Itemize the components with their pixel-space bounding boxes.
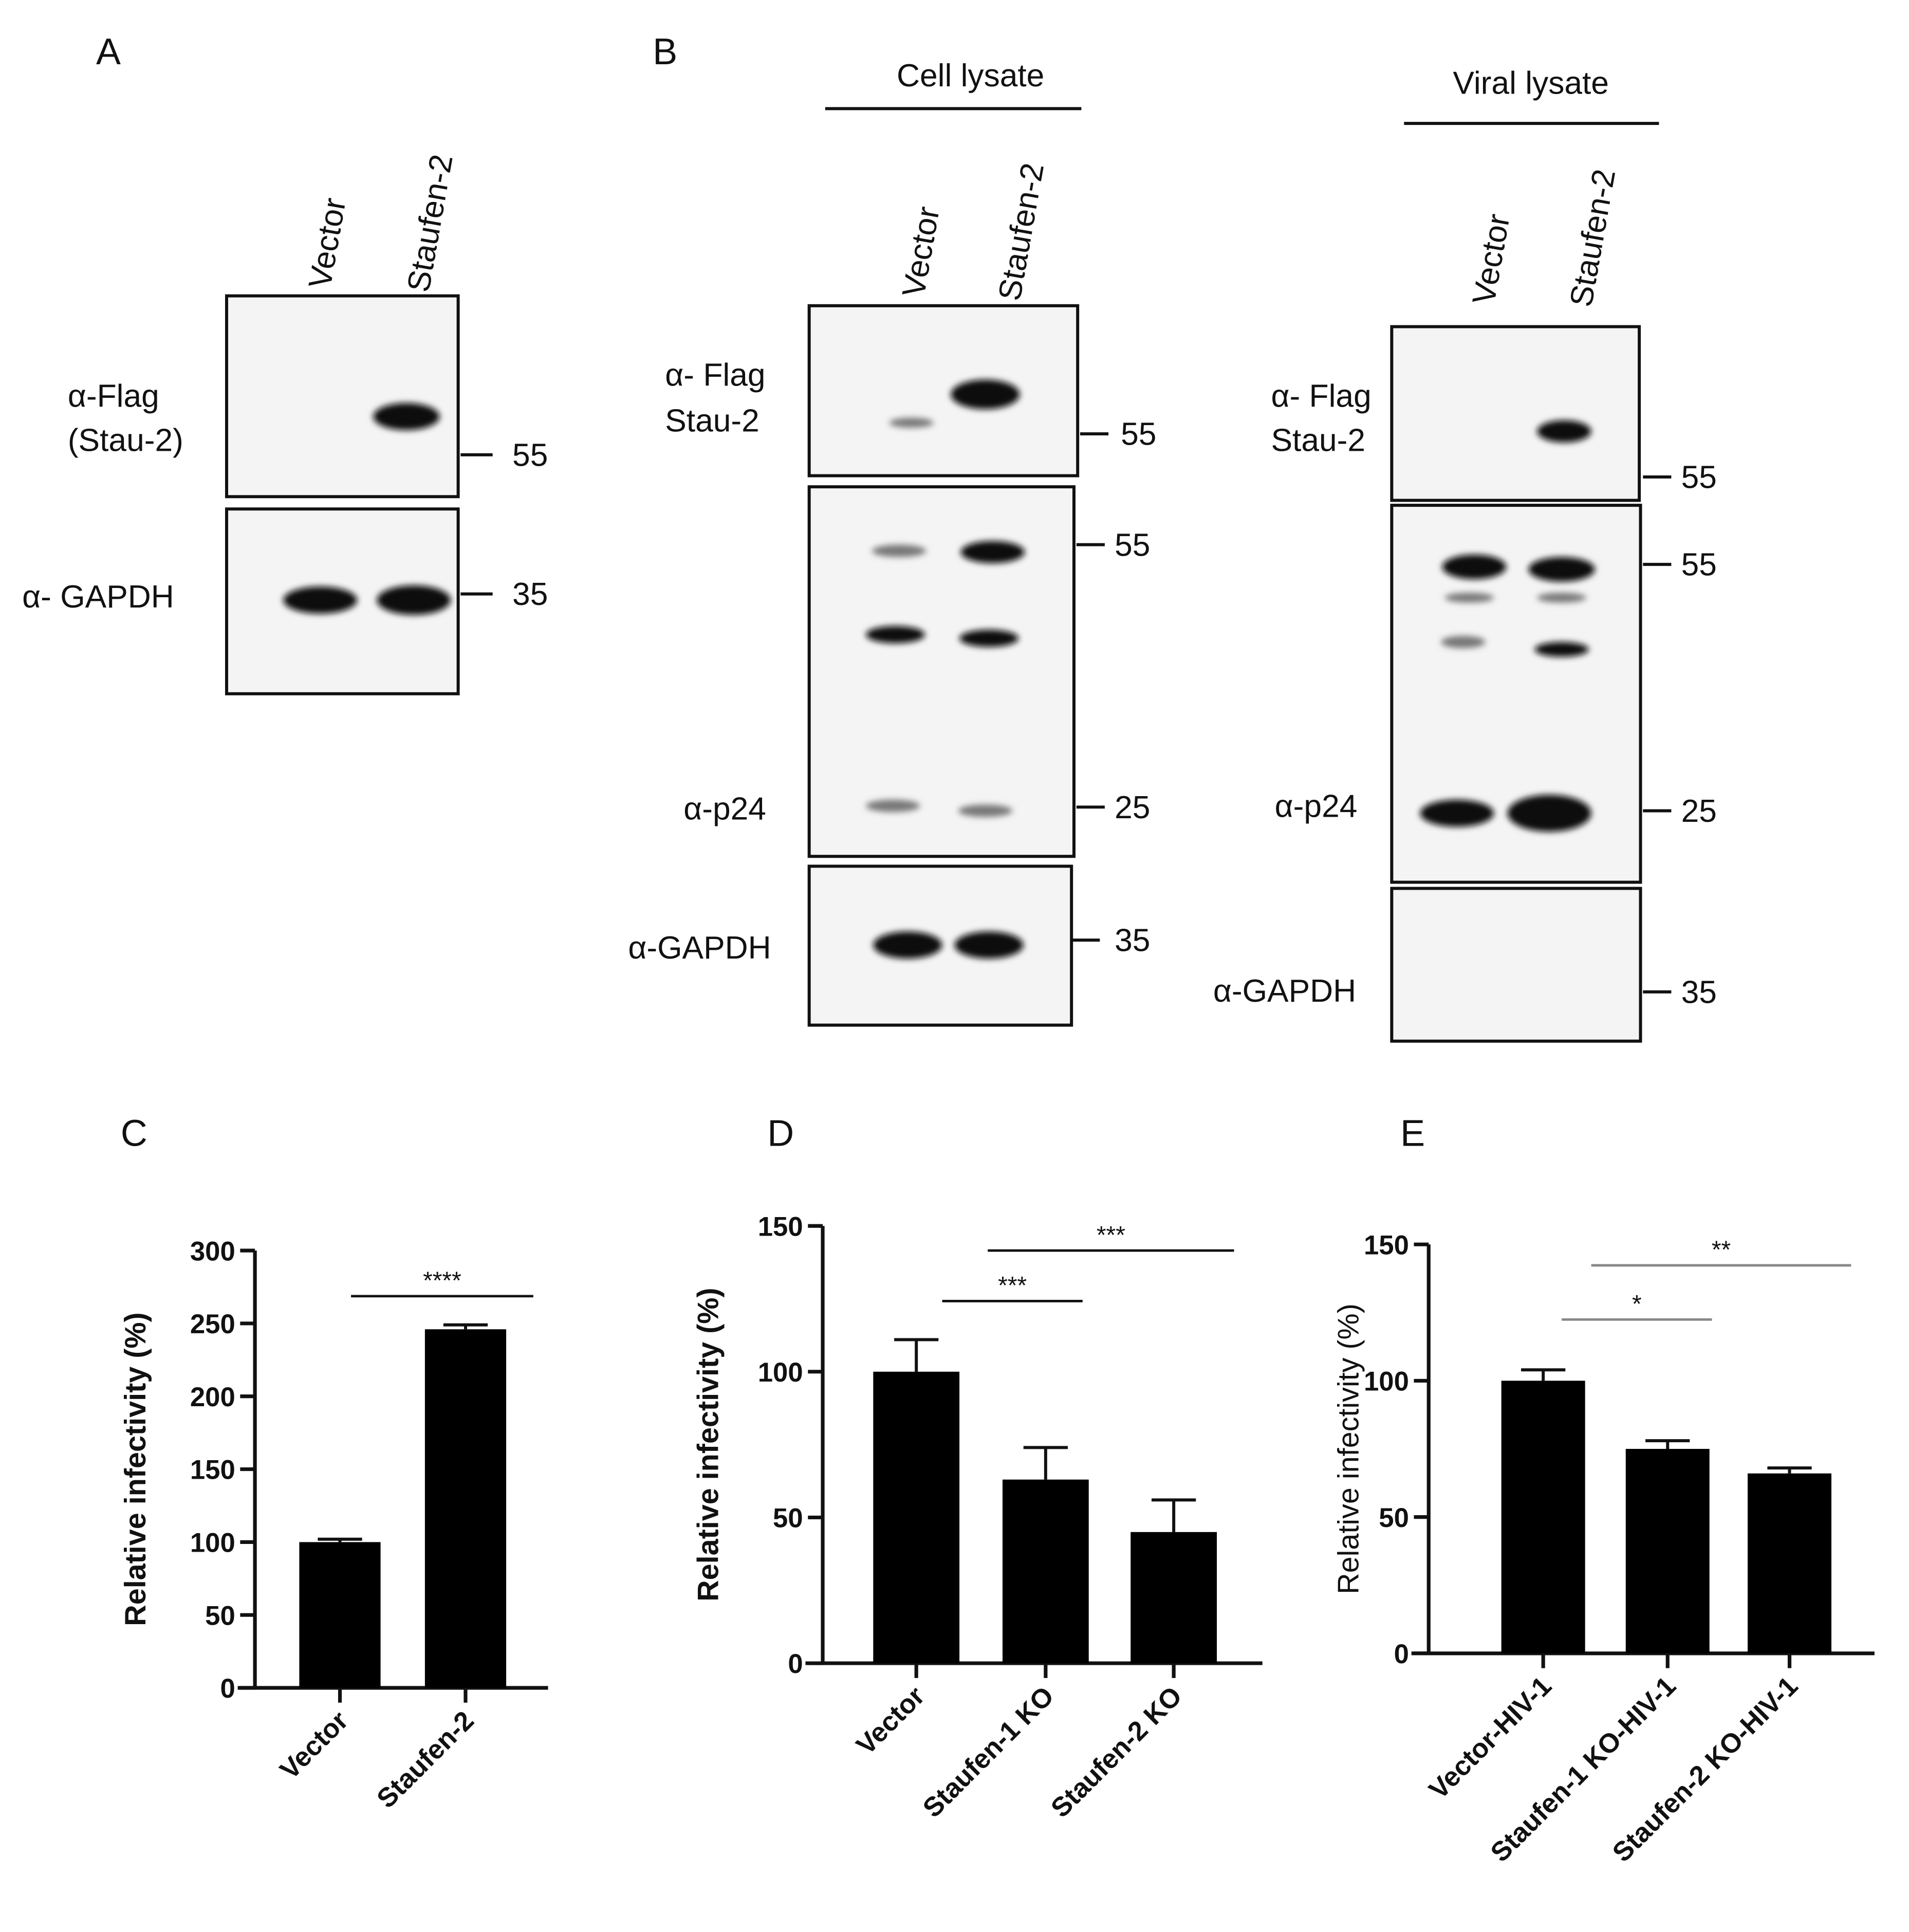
panel-label: C bbox=[121, 1113, 147, 1154]
significance-label: ** bbox=[1712, 1237, 1731, 1264]
band bbox=[377, 585, 451, 615]
y-axis-label: Relative infectivity (%) bbox=[1332, 1303, 1365, 1594]
y-tick-label: 50 bbox=[1379, 1503, 1409, 1533]
band bbox=[373, 403, 440, 430]
significance-label: **** bbox=[423, 1267, 461, 1294]
blot bbox=[807, 485, 1076, 858]
bar bbox=[1625, 1449, 1710, 1653]
antibody-label: α-Flag bbox=[68, 378, 159, 414]
y-tick-label: 0 bbox=[1394, 1639, 1409, 1669]
band bbox=[1507, 795, 1591, 832]
antibody-label: α-p24 bbox=[1275, 788, 1358, 824]
antibody-label: α-p24 bbox=[683, 791, 766, 826]
blot bbox=[1390, 887, 1642, 1043]
marker-label: 35 bbox=[512, 577, 548, 612]
bar bbox=[1748, 1473, 1832, 1653]
antibody-label: α-GAPDH bbox=[628, 930, 771, 966]
y-tick-label: 50 bbox=[205, 1600, 235, 1631]
significance-label: *** bbox=[998, 1272, 1027, 1299]
bar bbox=[299, 1542, 381, 1688]
y-tick-label: 150 bbox=[1364, 1230, 1409, 1260]
band bbox=[951, 379, 1020, 410]
panel-label: D bbox=[767, 1113, 794, 1154]
band bbox=[1528, 557, 1595, 582]
y-tick-label: 0 bbox=[788, 1649, 803, 1679]
y-tick-label: 100 bbox=[190, 1528, 235, 1558]
marker-label: 25 bbox=[1115, 790, 1150, 825]
marker-label: 35 bbox=[1681, 974, 1717, 1010]
band bbox=[960, 541, 1025, 563]
bar bbox=[1501, 1381, 1585, 1653]
marker-label: 55 bbox=[1121, 417, 1156, 452]
bar bbox=[873, 1371, 960, 1664]
antibody-label: α- Flag bbox=[1271, 378, 1371, 414]
marker-label: 55 bbox=[1681, 547, 1717, 583]
y-tick-label: 0 bbox=[220, 1673, 235, 1704]
y-tick-label: 300 bbox=[190, 1236, 235, 1266]
band bbox=[1537, 593, 1587, 603]
antibody-label: Stau-2 bbox=[665, 403, 759, 438]
band bbox=[1444, 593, 1494, 603]
band bbox=[1534, 642, 1589, 657]
significance-label: *** bbox=[1097, 1222, 1125, 1249]
panel-label: A bbox=[96, 31, 121, 72]
antibody-label: α- Flag bbox=[665, 358, 765, 393]
marker-label: 55 bbox=[512, 437, 548, 473]
y-tick-label: 100 bbox=[758, 1357, 803, 1388]
band bbox=[865, 625, 925, 643]
y-tick-label: 150 bbox=[758, 1211, 803, 1242]
band bbox=[954, 931, 1024, 959]
blot bbox=[1390, 325, 1641, 502]
antibody-label: (Stau-2) bbox=[68, 423, 183, 458]
band bbox=[1537, 420, 1591, 443]
antibody-label: Stau-2 bbox=[1271, 423, 1365, 458]
y-tick-label: 250 bbox=[190, 1309, 235, 1339]
y-tick-label: 100 bbox=[1364, 1367, 1409, 1397]
band bbox=[889, 417, 934, 428]
marker-label: 55 bbox=[1681, 460, 1717, 495]
panel-label: B bbox=[653, 31, 677, 72]
y-tick-label: 150 bbox=[190, 1455, 235, 1485]
antibody-label: α- GAPDH bbox=[22, 579, 174, 615]
band bbox=[865, 799, 920, 812]
band bbox=[1420, 799, 1494, 827]
band bbox=[959, 630, 1019, 647]
bar bbox=[424, 1329, 507, 1688]
y-axis-label: Relative infectivity (%) bbox=[119, 1312, 152, 1626]
y-axis-label: Relative infectivity (%) bbox=[692, 1287, 725, 1601]
group-title: Viral lysate bbox=[1453, 66, 1609, 101]
significance-label: * bbox=[1632, 1291, 1642, 1318]
blot bbox=[225, 294, 460, 499]
group-title: Cell lysate bbox=[897, 58, 1044, 94]
band bbox=[1442, 554, 1507, 579]
y-tick-label: 200 bbox=[190, 1382, 235, 1412]
panel-label: E bbox=[1400, 1113, 1425, 1154]
band bbox=[958, 804, 1013, 817]
band bbox=[283, 586, 358, 614]
blot bbox=[807, 304, 1080, 477]
blot bbox=[1390, 504, 1642, 884]
bar bbox=[1002, 1479, 1089, 1664]
antibody-label: α-GAPDH bbox=[1213, 973, 1356, 1009]
band bbox=[872, 544, 926, 557]
marker-label: 25 bbox=[1681, 794, 1717, 829]
y-tick-label: 50 bbox=[773, 1503, 803, 1534]
band bbox=[873, 931, 942, 959]
marker-label: 55 bbox=[1115, 527, 1150, 563]
bar bbox=[1130, 1532, 1217, 1664]
band bbox=[1441, 636, 1486, 649]
marker-label: 35 bbox=[1115, 923, 1150, 959]
